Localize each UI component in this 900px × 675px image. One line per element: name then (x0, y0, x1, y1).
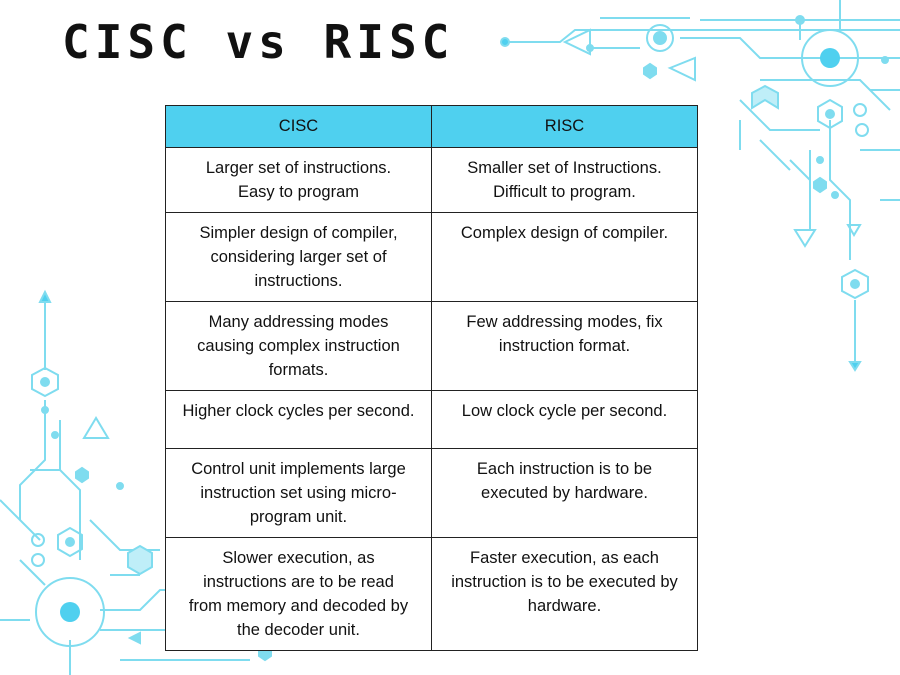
table-cell-risc: Few addressing modes, fix instruction fo… (430, 301, 699, 391)
table-cell-risc: Complex design of compiler. (430, 212, 699, 302)
cell-text: Control unit implements large instructio… (191, 460, 406, 526)
cell-text: Few addressing modes, fix instruction fo… (466, 313, 663, 355)
table-cell-risc: Faster execution, as each instruction is… (430, 537, 699, 651)
table-cell-cisc: Control unit implements large instructio… (165, 448, 432, 538)
cell-text: Each instruction is to be executed by ha… (476, 460, 653, 502)
cell-text: Faster execution, as each instruction is… (451, 549, 678, 615)
table-cell-cisc: Many addressing modes causing complex in… (165, 301, 432, 391)
table-row: Control unit implements large instructio… (165, 448, 699, 538)
table-row: Slower execution, as instructions are to… (165, 537, 699, 651)
comparison-table: CISC RISC Larger set of instructions. Ea… (165, 105, 699, 651)
cell-text: Larger set of instructions. Easy to prog… (205, 159, 392, 201)
cell-text: Complex design of compiler. (460, 224, 669, 242)
cell-text: Many addressing modes causing complex in… (197, 313, 400, 379)
table-cell-risc: Each instruction is to be executed by ha… (430, 448, 699, 538)
cell-text: Low clock cycle per second. (461, 402, 668, 420)
table-row: Higher clock cycles per second. Low cloc… (165, 390, 699, 449)
table-cell-risc: Low clock cycle per second. (430, 390, 699, 449)
table-cell-risc: Smaller set of Instructions. Difficult t… (430, 147, 699, 213)
cell-text: Slower execution, as instructions are to… (188, 549, 409, 639)
cell-text: Smaller set of Instructions. Difficult t… (467, 159, 662, 201)
table-row: Many addressing modes causing complex in… (165, 301, 699, 391)
table-cell-cisc: Larger set of instructions. Easy to prog… (165, 147, 432, 213)
table-cell-cisc: Slower execution, as instructions are to… (165, 537, 432, 651)
column-header-cisc: CISC (165, 105, 432, 148)
column-header-risc: RISC (430, 105, 699, 148)
table-row: Simpler design of compiler, considering … (165, 212, 699, 302)
table-cell-cisc: Higher clock cycles per second. (165, 390, 432, 449)
table-row: Larger set of instructions. Easy to prog… (165, 147, 699, 213)
cell-text: Higher clock cycles per second. (182, 402, 415, 420)
table-header-row: CISC RISC (165, 105, 699, 148)
slide-title: CISC vs RISC (62, 15, 455, 69)
table-cell-cisc: Simpler design of compiler, considering … (165, 212, 432, 302)
cell-text: Simpler design of compiler, considering … (199, 224, 398, 290)
